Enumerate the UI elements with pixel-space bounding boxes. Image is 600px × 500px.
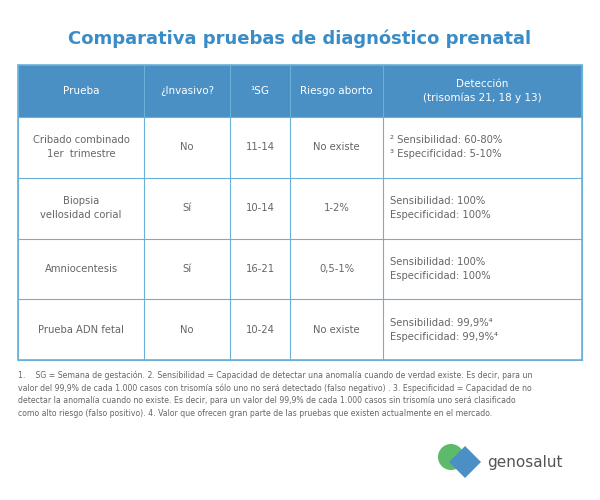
Text: Cribado combinado
1er  trimestre: Cribado combinado 1er trimestre: [32, 136, 130, 160]
Text: Sensibilidad: 99,9%⁴
Especificidad: 99,9%⁴: Sensibilidad: 99,9%⁴ Especificidad: 99,9…: [390, 318, 498, 342]
Text: Sensibilidad: 100%
Especificidad: 100%: Sensibilidad: 100% Especificidad: 100%: [390, 257, 491, 281]
Text: Riesgo aborto: Riesgo aborto: [300, 86, 373, 96]
Text: Amniocentesis: Amniocentesis: [44, 264, 118, 274]
Text: Prueba: Prueba: [63, 86, 99, 96]
Text: No: No: [181, 324, 194, 334]
Text: Prueba ADN fetal: Prueba ADN fetal: [38, 324, 124, 334]
Bar: [18, 117, 582, 178]
Text: Sí: Sí: [182, 264, 192, 274]
Bar: [18, 299, 582, 360]
Text: ¿Invasivo?: ¿Invasivo?: [160, 86, 214, 96]
Text: Comparativa pruebas de diagnóstico prenatal: Comparativa pruebas de diagnóstico prena…: [68, 30, 532, 48]
Text: No: No: [181, 142, 194, 152]
Text: Sensibilidad: 100%
Especificidad: 100%: Sensibilidad: 100% Especificidad: 100%: [390, 196, 491, 220]
Text: 1.    SG = Semana de gestación. 2. Sensibilidad = Capacidad de detectar una anom: 1. SG = Semana de gestación. 2. Sensibil…: [18, 370, 533, 418]
Bar: [18, 178, 582, 238]
Circle shape: [438, 444, 464, 470]
Bar: [18, 238, 582, 299]
Text: 1-2%: 1-2%: [323, 203, 349, 213]
Text: Detección
(trisomías 21, 18 y 13): Detección (trisomías 21, 18 y 13): [423, 79, 542, 103]
Text: Biopsia
vellosidad corial: Biopsia vellosidad corial: [40, 196, 122, 220]
Text: No existe: No existe: [313, 324, 360, 334]
Text: 11-14: 11-14: [245, 142, 275, 152]
Text: 0,5-1%: 0,5-1%: [319, 264, 354, 274]
Polygon shape: [449, 446, 481, 478]
Text: Sí: Sí: [182, 203, 192, 213]
Bar: [18, 65, 582, 360]
Bar: [18, 65, 582, 117]
Text: ¹SG: ¹SG: [251, 86, 269, 96]
Text: No existe: No existe: [313, 142, 360, 152]
Text: ² Sensibilidad: 60-80%
³ Especificidad: 5-10%: ² Sensibilidad: 60-80% ³ Especificidad: …: [390, 136, 502, 160]
Text: 10-24: 10-24: [246, 324, 275, 334]
Text: genosalut: genosalut: [487, 454, 563, 469]
Text: 10-14: 10-14: [246, 203, 275, 213]
Text: 16-21: 16-21: [245, 264, 275, 274]
